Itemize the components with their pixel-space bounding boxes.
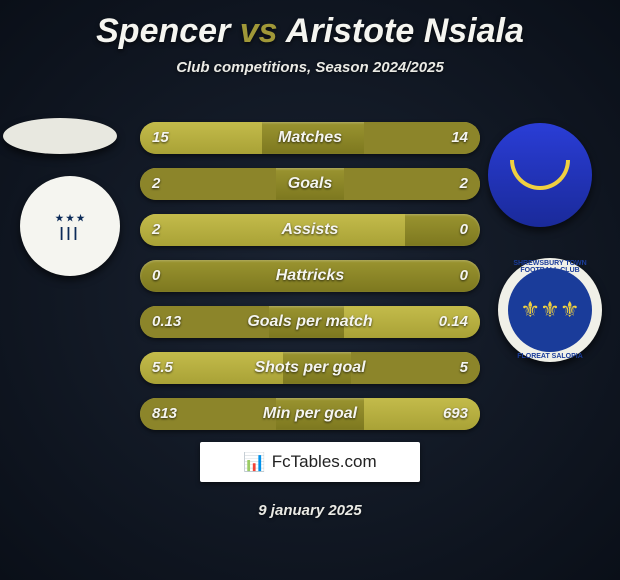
- metric-label: Matches: [140, 122, 480, 154]
- logo-text: FcTables.com: [272, 452, 377, 472]
- metrics-chart: Matches1514Goals22Assists20Hattricks00Go…: [140, 122, 480, 444]
- player1-club-crest-bottom: ★ ★ ★ |||: [20, 176, 120, 276]
- metric-label: Hattricks: [140, 260, 480, 292]
- crest-inner-circle: ⚜⚜⚜: [508, 268, 592, 352]
- metric-value-right: 0.14: [439, 306, 468, 338]
- crest-stars-text: ★ ★ ★: [55, 213, 84, 224]
- metric-row: Goals per match0.13 0.14: [140, 306, 480, 338]
- comparison-title: Spencer vs Aristote Nsiala: [0, 0, 620, 51]
- metric-value-right: 5: [460, 352, 468, 384]
- metric-value-right: 0: [460, 260, 468, 292]
- crest-stars: ★ ★ ★ |||: [55, 213, 84, 240]
- player2-club-crest-bottom: SHREWSBURY TOWN FOOTBALL CLUB ⚜⚜⚜ FLOREA…: [498, 258, 602, 362]
- fctables-logo[interactable]: 📊 FcTables.com: [200, 442, 420, 482]
- player2-club-crest-top: [488, 123, 592, 227]
- metric-value-right: 2: [460, 168, 468, 200]
- metric-value-right: 0: [460, 214, 468, 246]
- metric-row: Min per goal813 693: [140, 398, 480, 430]
- vs-separator: vs: [240, 12, 278, 50]
- crest-ring-bottom: FLOREAT SALOPIA: [498, 353, 602, 360]
- metric-value-left: 2: [152, 214, 160, 246]
- metric-value-left: 0.13: [152, 306, 181, 338]
- metric-row: Goals2 2: [140, 168, 480, 200]
- metric-label: Assists: [140, 214, 480, 246]
- player1-name: Spencer: [96, 12, 230, 50]
- snapshot-date: 9 january 2025: [0, 502, 620, 519]
- player1-club-crest-top: [3, 118, 117, 154]
- metric-label: Shots per goal: [140, 352, 480, 384]
- metric-label: Min per goal: [140, 398, 480, 430]
- metric-row: Shots per goal5.5 5: [140, 352, 480, 384]
- metric-row: Assists2 0: [140, 214, 480, 246]
- player2-name: Aristote Nsiala: [286, 12, 524, 50]
- metric-value-right: 14: [451, 122, 468, 154]
- metric-value-left: 15: [152, 122, 169, 154]
- chart-icon: 📊: [243, 452, 265, 473]
- metric-value-left: 2: [152, 168, 160, 200]
- crest-lions-icon: ⚜⚜⚜: [520, 297, 579, 323]
- metric-value-left: 0: [152, 260, 160, 292]
- metric-row: Matches15 14: [140, 122, 480, 154]
- metric-value-left: 5.5: [152, 352, 173, 384]
- metric-row: Hattricks0 0: [140, 260, 480, 292]
- metric-label: Goals: [140, 168, 480, 200]
- crest-stripes: |||: [55, 224, 84, 240]
- metric-label: Goals per match: [140, 306, 480, 338]
- metric-value-right: 693: [443, 398, 468, 430]
- jersey-collar-icon: [510, 160, 570, 190]
- season-subtitle: Club competitions, Season 2024/2025: [0, 59, 620, 76]
- metric-value-left: 813: [152, 398, 177, 430]
